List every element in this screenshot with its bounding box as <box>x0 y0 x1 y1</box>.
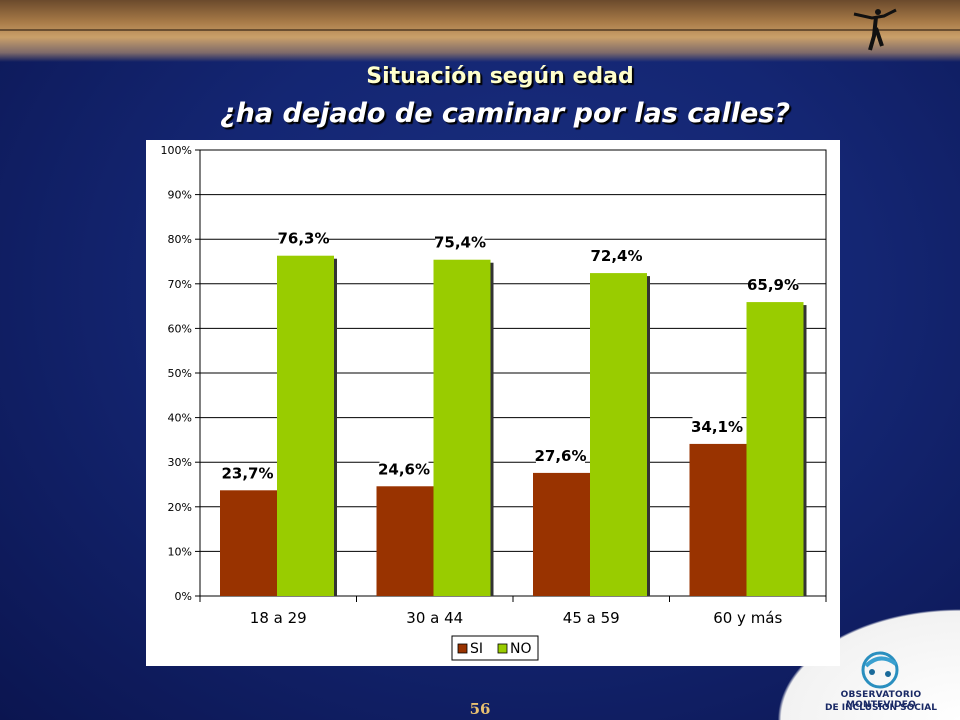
y-tick-label: 90% <box>168 189 192 202</box>
data-label-bg <box>279 228 328 248</box>
data-label-bg <box>536 445 585 465</box>
data-label-bg <box>379 459 429 479</box>
data-label: 24,6% <box>378 460 430 478</box>
y-tick-label: 40% <box>168 412 192 425</box>
observatorio-logo: OBSERVATORIO MONTEVIDEO DE INCLUSION SOC… <box>800 648 960 718</box>
page-number: 56 <box>469 700 491 718</box>
data-label: 76,3% <box>277 230 329 248</box>
bar-si <box>689 443 747 596</box>
y-tick-label: 30% <box>168 456 192 469</box>
bar-chart: 0% 10% 20% 30% 40% 50% 60% 70% 80% 90% 100% 23,7% 76… <box>161 144 827 661</box>
bar-si <box>533 472 590 596</box>
bar-no <box>746 302 804 596</box>
tightrope-line <box>0 29 960 31</box>
data-label: 34,1% <box>691 418 743 436</box>
y-tick-label: 10% <box>168 545 192 558</box>
tightrope-walker-icon <box>853 8 897 51</box>
x-tick-label: 45 a 59 <box>563 609 620 627</box>
data-label: 72,4% <box>590 247 642 265</box>
legend-swatch-no <box>497 643 508 654</box>
data-label-bg <box>435 232 485 252</box>
data-label: 23,7% <box>221 464 273 482</box>
chart-title: Situación según edad <box>366 64 634 89</box>
header-banner <box>0 0 960 62</box>
logo-text-line2: DE INCLUSION SOCIAL <box>825 703 937 713</box>
y-tick-label: 20% <box>168 501 192 514</box>
x-tick-label: 18 a 29 <box>250 609 307 627</box>
legend-label-no: NO <box>510 641 532 657</box>
bar-si <box>376 486 434 596</box>
bar-no <box>590 273 647 596</box>
y-tick-label: 80% <box>168 233 192 246</box>
legend-label-si: SI <box>470 641 483 657</box>
data-label-bg <box>223 463 272 483</box>
data-label-bg <box>748 275 798 295</box>
chart-subtitle: ¿ha dejado de caminar por las calles? <box>219 98 791 129</box>
bar-si <box>220 490 277 596</box>
data-label: 65,9% <box>747 276 799 294</box>
y-tick-label: 60% <box>168 322 192 335</box>
legend-swatch-si <box>457 643 468 654</box>
chart-area: 0% 10% 20% 30% 40% 50% 60% 70% 80% 90% 100% 23,7% 76… <box>146 140 840 666</box>
y-tick-label: 0% <box>175 590 192 603</box>
x-tick-label: 30 a 44 <box>406 609 463 627</box>
y-tick-label: 50% <box>168 367 192 380</box>
y-tick-label: 70% <box>168 278 192 291</box>
bar-no <box>277 255 334 596</box>
data-label: 75,4% <box>434 234 486 252</box>
logo-text-line1: OBSERVATORIO MONTEVIDEO <box>840 690 922 710</box>
x-tick-label: 60 y más <box>713 609 782 627</box>
globe-figures-icon <box>861 651 899 689</box>
data-label-bg <box>692 416 742 436</box>
bar-no <box>433 259 491 596</box>
data-label: 27,6% <box>534 447 586 465</box>
y-tick-label: 100% <box>161 144 192 157</box>
data-label-bg <box>592 246 641 266</box>
